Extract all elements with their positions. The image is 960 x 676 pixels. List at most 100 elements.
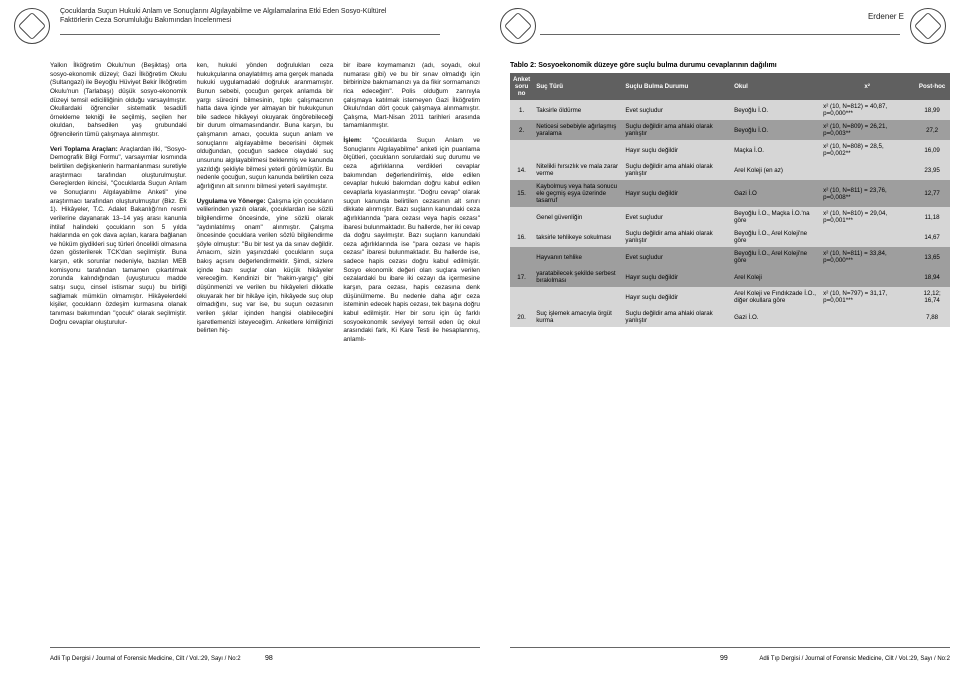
header-author: Erdener E <box>868 12 904 21</box>
table-cell <box>820 267 914 287</box>
table-cell <box>533 140 622 160</box>
table-cell: Suç işlemek amacıyla örgüt kurma <box>533 307 622 327</box>
table-cell: 11,18 <box>914 207 950 227</box>
table-cell <box>820 227 914 247</box>
footer-journal-right: Adli Tıp Dergisi / Journal of Forensic M… <box>759 656 950 662</box>
table-cell <box>533 287 622 307</box>
table-head-row: Anket soru no Suç Türü Suçlu Bulma Durum… <box>510 73 950 100</box>
table-wrapper: Tablo 2: Sosyoekonomik düzeye göre suçlu… <box>510 62 950 327</box>
table-row: 16.taksirle tehlikeye sokulmasıSuçlu değ… <box>510 227 950 247</box>
table-cell: Arel Koleji (en az) <box>731 160 820 180</box>
table-row: 14.Nitelikli hırsızlık ve mala zarar ver… <box>510 160 950 180</box>
table-cell: 14. <box>510 160 533 180</box>
table-cell: Hayır suçlu değildir <box>622 287 731 307</box>
table-cell: x² (10, N=811) = 33,84, p=0,000*** <box>820 247 914 267</box>
main-table: Anket soru no Suç Türü Suçlu Bulma Durum… <box>510 73 950 327</box>
table-cell: x² (10, N=810) = 29,04, p=0,001*** <box>820 207 914 227</box>
bold-label: Uygulama ve Yönerge: <box>197 198 266 205</box>
table-cell: Maçka İ.O. <box>731 140 820 160</box>
header-title: Çocuklarda Suçun Hukuki Anlam ve Sonuçla… <box>60 8 420 26</box>
table-cell <box>510 140 533 160</box>
body-p4-text: Çalışma için çocukların velilerinden yaz… <box>197 198 334 335</box>
footer-journal-left: Adli Tıp Dergisi / Journal of Forensic M… <box>50 656 241 662</box>
bold-label: Veri Toplama Araçları: <box>50 146 118 153</box>
table-cell <box>820 160 914 180</box>
table-cell: Arel Koleji <box>731 267 820 287</box>
table-cell <box>510 287 533 307</box>
table-cell: 23,95 <box>914 160 950 180</box>
th-type: Suç Türü <box>533 73 622 100</box>
seal-icon <box>500 8 536 44</box>
body-p4: Uygulama ve Yönerge: Çalışma için çocukl… <box>197 198 334 336</box>
table-cell: Hayır suçlu değildir <box>622 267 731 287</box>
table-cell: Beyoğlu İ.O., Arel Koleji'ne göre <box>731 227 820 247</box>
header-rule-left <box>60 34 440 35</box>
table-cell: Suçlu değildir ama ahlaki olarak yanlışt… <box>622 307 731 327</box>
table-body: 1.Taksirle öldürmeEvet suçludurBeyoğlu İ… <box>510 100 950 327</box>
table-cell: 7,88 <box>914 307 950 327</box>
table-cell: yaratabilecek şekilde serbest bırakılmas… <box>533 267 622 287</box>
table-row: Hayır suçlu değildirMaçka İ.O.x² (10, N=… <box>510 140 950 160</box>
th-no: Anket soru no <box>510 73 533 100</box>
table-cell: Beyoğlu İ.O. <box>731 100 820 120</box>
footer-page-left: 98 <box>265 655 273 662</box>
body-p2-text: Araçlardan ilki, "Sosyo-Demografik Bilgi… <box>50 146 187 326</box>
footer-rule-right <box>510 647 950 648</box>
table-row: 17.yaratabilecek şekilde serbest bırakıl… <box>510 267 950 287</box>
table-cell: Genel güvenliğin <box>533 207 622 227</box>
table-cell: 14,67 <box>914 227 950 247</box>
table-cell: Hayır suçlu değildir <box>622 180 731 207</box>
bold-label: İşlem: <box>343 137 361 144</box>
body-p6: İşlem: "Çocuklarda Suçun Anlam ve Sonuçl… <box>343 137 480 344</box>
table-cell: Arel Koleji ve Fındıkzade İ.O., diğer ok… <box>731 287 820 307</box>
table-cell: 16,09 <box>914 140 950 160</box>
table-cell: Hayvanın tehlike <box>533 247 622 267</box>
table-cell <box>510 207 533 227</box>
table-cell: 18,94 <box>914 267 950 287</box>
table-cell: Gazi İ.O <box>731 180 820 207</box>
table-cell: Beyoğlu İ.O., Maçka İ.O.'na göre <box>731 207 820 227</box>
table-cell: Gazi İ.O. <box>731 307 820 327</box>
table-cell: 20. <box>510 307 533 327</box>
table-caption: Tablo 2: Sosyoekonomik düzeye göre suçlu… <box>510 62 950 69</box>
table-cell: 12,12; 16,74 <box>914 287 950 307</box>
table-row: 20.Suç işlemek amacıyla örgüt kurmaSuçlu… <box>510 307 950 327</box>
header-title-line1: Çocuklarda Suçun Hukuki Anlam ve Sonuçla… <box>60 8 420 17</box>
table-row: 15.Kaybolmuş veya hata sonucu ele geçmiş… <box>510 180 950 207</box>
table-cell: Evet suçludur <box>622 100 731 120</box>
table-cell <box>510 247 533 267</box>
table-row: Hayvanın tehlikeEvet suçludurBeyoğlu İ.O… <box>510 247 950 267</box>
table-cell: 13,65 <box>914 247 950 267</box>
th-phoc: Post-hoc <box>914 73 950 100</box>
header-rule-right <box>540 34 900 35</box>
table-cell: x² (10, N=797) = 31,17, p=0,001*** <box>820 287 914 307</box>
table-cell: 17. <box>510 267 533 287</box>
table-cell: Kaybolmuş veya hata sonucu ele geçmiş eş… <box>533 180 622 207</box>
footer-page-right: 99 <box>720 655 728 662</box>
table-cell: Suçlu değildir ama ahlaki olarak yanlışt… <box>622 120 731 140</box>
table-row: Genel güvenliğinEvet suçludurBeyoğlu İ.O… <box>510 207 950 227</box>
table-row: 1.Taksirle öldürmeEvet suçludurBeyoğlu İ… <box>510 100 950 120</box>
body-p6-text: "Çocuklarda Suçun Anlam ve Sonuçlarını A… <box>343 137 480 343</box>
table-cell <box>820 307 914 327</box>
table-cell: 15. <box>510 180 533 207</box>
th-okul: Okul <box>731 73 820 100</box>
table-cell: taksirle tehlikeye sokulması <box>533 227 622 247</box>
table-cell: 1. <box>510 100 533 120</box>
body-p2: Veri Toplama Araçları: Araçlardan ilki, … <box>50 146 187 327</box>
table-cell: 2. <box>510 120 533 140</box>
th-x2: x² <box>820 73 914 100</box>
table-cell: Suçlu değildir ama ahlaki olarak yanlışt… <box>622 160 731 180</box>
page-header: Çocuklarda Suçun Hukuki Anlam ve Sonuçla… <box>0 8 960 54</box>
table-cell: Neticesi sebebiyle ağırlaşmış yaralama <box>533 120 622 140</box>
seal-icon <box>14 8 50 44</box>
table-cell: Suçlu değildir ama ahlaki olarak yanlışt… <box>622 227 731 247</box>
table-cell: 18,99 <box>914 100 950 120</box>
body-p5: bir ibare koymamanızı (adı, soyadı, okul… <box>343 62 480 131</box>
th-bulma: Suçlu Bulma Durumu <box>622 73 731 100</box>
table-cell: x² (10, N=808) = 28,5, p=0,002** <box>820 140 914 160</box>
table-cell: Taksirle öldürme <box>533 100 622 120</box>
footer-rule-left <box>50 647 480 648</box>
table-cell: Nitelikli hırsızlık ve mala zarar verme <box>533 160 622 180</box>
table-cell: 12,77 <box>914 180 950 207</box>
